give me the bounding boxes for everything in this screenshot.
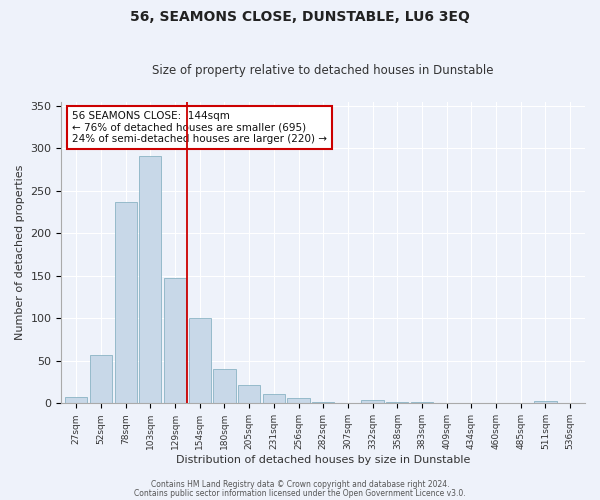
Bar	[90, 355, 112, 404]
Text: Contains HM Land Registry data © Crown copyright and database right 2024.: Contains HM Land Registry data © Crown c…	[151, 480, 449, 489]
Bar	[361, 400, 384, 404]
Title: Size of property relative to detached houses in Dunstable: Size of property relative to detached ho…	[152, 64, 494, 77]
Text: 56 SEAMONS CLOSE:  144sqm
← 76% of detached houses are smaller (695)
24% of semi: 56 SEAMONS CLOSE: 144sqm ← 76% of detach…	[72, 111, 327, 144]
Bar	[188, 318, 211, 404]
Bar	[213, 368, 236, 404]
Bar	[386, 402, 409, 404]
Bar	[139, 156, 161, 404]
Y-axis label: Number of detached properties: Number of detached properties	[15, 165, 25, 340]
Bar	[115, 202, 137, 404]
Text: Contains public sector information licensed under the Open Government Licence v3: Contains public sector information licen…	[134, 488, 466, 498]
Bar	[238, 384, 260, 404]
Bar	[411, 402, 433, 404]
X-axis label: Distribution of detached houses by size in Dunstable: Distribution of detached houses by size …	[176, 455, 470, 465]
Bar	[65, 396, 88, 404]
Bar	[263, 394, 285, 404]
Bar	[312, 402, 334, 404]
Bar	[535, 401, 557, 404]
Bar	[164, 278, 186, 404]
Text: 56, SEAMONS CLOSE, DUNSTABLE, LU6 3EQ: 56, SEAMONS CLOSE, DUNSTABLE, LU6 3EQ	[130, 10, 470, 24]
Bar	[287, 398, 310, 404]
